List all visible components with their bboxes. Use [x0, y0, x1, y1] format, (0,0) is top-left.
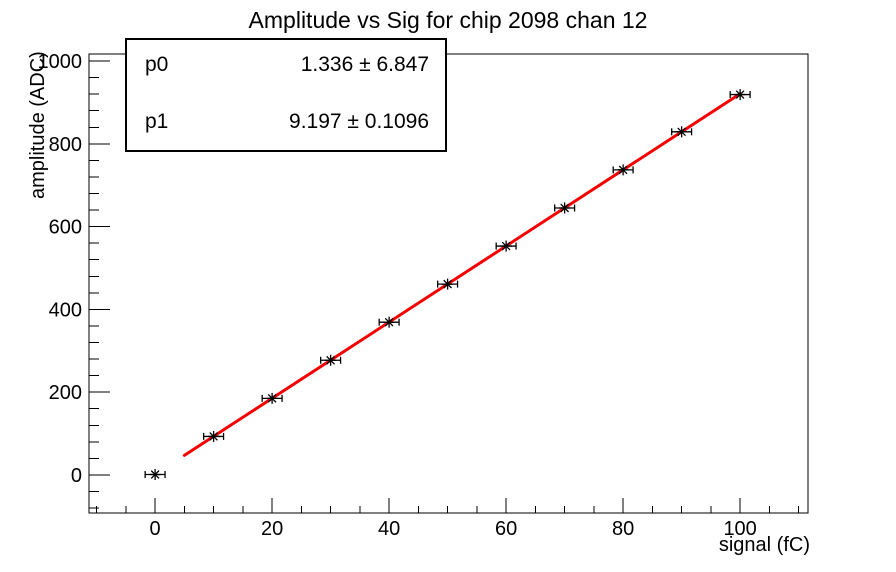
x-axis-tick-label: 60 [495, 518, 517, 540]
star-arm [735, 90, 745, 99]
fit-line [182, 92, 742, 457]
data-point-marker [261, 392, 283, 404]
y-axis-tick-label: 1000 [38, 51, 83, 73]
data-point-marker [378, 316, 400, 328]
data-point-marker [612, 164, 634, 176]
star-arm [209, 432, 218, 441]
x-axis-tick-label: 40 [378, 518, 400, 540]
data-point-marker [554, 202, 576, 214]
y-axis-title: amplitude (ADC) [27, 51, 49, 199]
star-arm [267, 394, 277, 403]
x-axis-tick-label: 20 [261, 518, 283, 540]
y-axis-tick-label: 400 [49, 299, 82, 321]
star-arm [326, 355, 335, 365]
param-value-p0: 1.336 ± 6.847 [300, 53, 429, 76]
param-name-p0: p0 [145, 53, 169, 76]
stats-row-p0: p0 1.336 ± 6.847 [145, 53, 429, 77]
data-point-marker [320, 354, 342, 366]
param-name-p1: p1 [145, 110, 169, 133]
star-arm [384, 317, 394, 327]
data-point-marker [203, 430, 225, 442]
x-axis-tick-label: 0 [150, 518, 161, 540]
star-arm [501, 241, 511, 251]
data-point-marker [144, 469, 166, 481]
y-axis-tick-label: 600 [49, 217, 82, 239]
plot-frame [88, 53, 809, 514]
data-point-marker [437, 278, 459, 290]
y-axis-tick-label: 200 [49, 382, 82, 404]
star-arm [150, 470, 160, 479]
x-axis-title: signal (fC) [718, 534, 810, 556]
data-point-marker [495, 240, 517, 252]
stats-row-p1: p1 9.197 ± 0.1096 [145, 110, 429, 134]
star-arm [618, 165, 628, 175]
data-point-marker [729, 89, 751, 101]
star-arm [677, 127, 686, 137]
fit-stats-box: p0 1.336 ± 6.847 p1 9.197 ± 0.1096 [125, 38, 447, 152]
param-value-p1: 9.197 ± 0.1096 [289, 110, 429, 133]
x-axis-tick-label: 100 [723, 518, 756, 540]
chart-title: Amplitude vs Sig for chip 2098 chan 12 [248, 7, 648, 33]
y-axis-tick-label: 800 [49, 134, 82, 156]
y-axis-tick-label: 0 [71, 465, 82, 487]
star-arm [443, 279, 452, 289]
data-point-marker [671, 126, 693, 138]
star-arm [560, 203, 569, 213]
x-axis-tick-label: 80 [612, 518, 634, 540]
